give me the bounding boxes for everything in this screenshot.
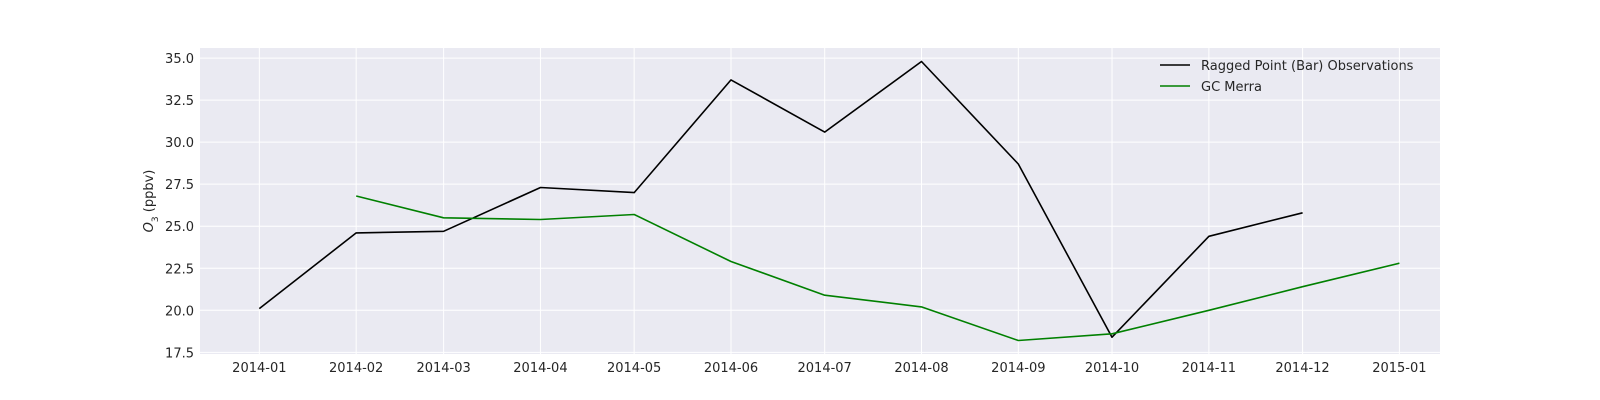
x-tick-label: 2014-06 [704,361,758,376]
x-tick-label: 2014-08 [894,361,948,376]
y-tick-label: 30.0 [165,136,194,151]
x-tick-label: 2015-01 [1372,361,1426,376]
y-tick-label: 22.5 [165,262,194,277]
x-tick-label: 2014-05 [607,361,661,376]
x-tick-label: 2014-12 [1275,361,1329,376]
y-axis-label-unit: (ppbv) [142,170,157,217]
x-tick-label: 2014-11 [1182,361,1236,376]
y-grid [200,57,1440,353]
series-lines [258,60,1400,342]
x-tick-label: 2014-07 [798,361,852,376]
legend-label-1: GC Merra [1201,80,1262,95]
y-tick-label: 17.5 [165,346,194,361]
x-tick-label: 2014-03 [416,361,470,376]
x-grid [258,48,1400,354]
x-tick-label: 2014-02 [329,361,383,376]
y-tick-label: 25.0 [165,220,194,235]
y-axis-label: O3 (ppbv) [142,170,161,233]
series-line-1 [356,195,1400,342]
y-tick-label: 27.5 [165,178,194,193]
x-tick-label: 2014-01 [232,361,286,376]
y-axis-ticks: 17.5 20.0 22.5 25.0 27.5 30.0 32.5 35.0 [165,52,194,361]
y-tick-label: 32.5 [165,94,194,109]
legend-label-0: Ragged Point (Bar) Observations [1201,59,1414,74]
y-tick-label: 35.0 [165,52,194,67]
x-tick-label: 2014-04 [513,361,567,376]
series-line-0 [258,60,1303,339]
y-axis-label-subscript: 3 [151,216,161,222]
x-tick-label: 2014-10 [1085,361,1139,376]
y-axis-label-variable: O [142,222,157,232]
y-tick-label: 20.0 [165,304,194,319]
plot-background [200,48,1440,354]
x-tick-label: 2014-09 [991,361,1045,376]
legend: Ragged Point (Bar) Observations GC Merra [1160,59,1414,95]
x-axis-ticks: 2014-01 2014-02 2014-03 2014-04 2014-05 2014-… [232,361,1426,376]
